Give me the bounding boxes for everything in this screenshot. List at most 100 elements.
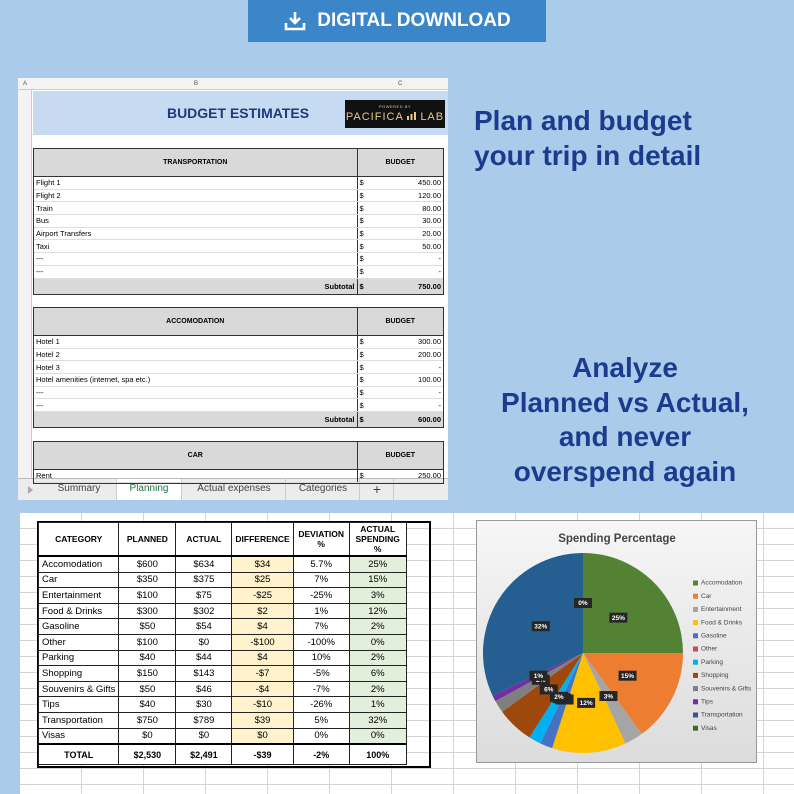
chart-title: Spending Percentage <box>558 533 676 545</box>
amount-cell: 120.00 <box>377 189 443 203</box>
legend-label: Souvenirs & Gifts <box>701 685 752 692</box>
sheet-tab[interactable]: + <box>361 479 394 500</box>
legend-swatch <box>693 633 698 639</box>
data-label: 2% <box>554 694 564 701</box>
category-row: Car $350 $375 $25 7% 15% <box>37 571 407 589</box>
budget-row: --- $ - <box>34 386 443 400</box>
data-label: 1% <box>534 673 544 680</box>
legend-swatch <box>693 712 698 718</box>
table-cell: Transportation <box>37 711 120 729</box>
header-cell: CATEGORY <box>37 522 120 557</box>
currency-cell: $ <box>356 398 377 413</box>
headline-line: overspend again <box>513 455 737 487</box>
legend-swatch <box>693 646 698 652</box>
summary-table: CATEGORY PLANNED ACTUAL DIFFERENCE DEVIATION… <box>37 522 407 766</box>
table-cell: $75 <box>175 587 233 604</box>
table-cell: $302 <box>175 602 233 620</box>
headline: Plan and budget your trip in detail <box>474 104 701 173</box>
table-cell: -$10 <box>231 696 294 713</box>
table-cell: -5% <box>292 665 350 682</box>
budget-row: Airport Transfers $20.00 <box>34 227 443 241</box>
tab-scroll[interactable] <box>26 485 34 495</box>
subtotal-label: Subtotal <box>34 411 358 428</box>
column-label: B <box>194 81 199 87</box>
header-cell: BUDGET <box>357 149 443 177</box>
data-label: 25% <box>612 615 625 622</box>
data-label: 32% <box>534 623 547 630</box>
headline-line: and never <box>558 421 692 452</box>
sheet-tab[interactable]: Planning <box>117 479 182 500</box>
planning-sheet: A B C BUDGET ESTIMATES POWERED BY PACIFI… <box>18 78 448 500</box>
legend-swatch <box>693 593 698 599</box>
table-cell: $0 <box>231 727 294 745</box>
header-cell: TRANSPORTATION <box>34 149 358 177</box>
item-cell: Flight 1 <box>34 176 357 190</box>
total-cell: $2,491 <box>175 743 233 766</box>
legend-label: Food & Drinks <box>701 619 743 626</box>
sheet-tab[interactable]: Actual expenses <box>183 479 286 500</box>
table-cell: 2% <box>348 649 407 667</box>
column-header: A B C <box>18 78 448 90</box>
header-cell: BUDGET <box>357 308 443 336</box>
data-label: 12% <box>580 700 593 707</box>
table-cell: $143 <box>175 665 233 682</box>
currency-cell: $ <box>356 239 377 254</box>
headline-line: Analyze <box>572 352 678 383</box>
table-cell: 7% <box>292 571 350 589</box>
amount-cell: 80.00 <box>377 201 443 216</box>
table-cell: -$7 <box>231 665 294 682</box>
header-cell: PLANNED <box>118 522 177 557</box>
budget-row: Bus $30.00 <box>34 214 443 228</box>
table-cell: -7% <box>292 680 350 698</box>
table-cell: $300 <box>118 602 177 620</box>
total-cell: 100% <box>348 743 407 766</box>
download-icon <box>284 12 306 31</box>
table-cell: -$25 <box>231 587 294 604</box>
currency-cell: $ <box>356 201 377 216</box>
legend-label: Parking <box>701 659 723 666</box>
category-row: Gasoline $50 $54 $4 7% 2% <box>37 618 407 635</box>
item-cell: --- <box>34 398 357 413</box>
category-row: Other $100 $0 -$100 -100% 0% <box>37 633 407 651</box>
table-cell: $39 <box>231 711 294 729</box>
table-cell: Visas <box>37 727 120 745</box>
item-cell: --- <box>34 386 357 400</box>
header-row: CATEGORY PLANNED ACTUAL DIFFERENCE DEVIATION… <box>37 522 407 557</box>
table-cell: 0% <box>348 727 407 745</box>
legend-swatch <box>693 659 698 665</box>
logo-word: PACIFICA <box>345 111 404 123</box>
legend-swatch <box>693 606 698 612</box>
table-cell: 0% <box>292 727 350 745</box>
budget-row: Taxi $50.00 <box>34 239 443 254</box>
amount-cell: 250.00 <box>377 469 443 483</box>
total-cell: TOTAL <box>37 743 120 766</box>
table-cell: $750 <box>118 711 177 729</box>
sheet-tab[interactable]: Categories <box>287 479 360 500</box>
amount-cell: - <box>377 398 443 413</box>
currency-cell: $ <box>356 265 377 279</box>
header-cell: DEVIATION % <box>292 522 350 557</box>
section-header: ACCOMODATION BUDGET <box>34 308 443 336</box>
item-cell: Rent <box>34 469 357 483</box>
table-cell: 10% <box>292 649 350 667</box>
table-cell: $0 <box>118 727 177 745</box>
logo-name: PACIFICA LAB <box>345 111 445 123</box>
sheet-title: BUDGET ESTIMATES <box>166 105 310 121</box>
budget-row: --- $ - <box>34 398 443 413</box>
sheet-tab[interactable]: Summary <box>42 479 117 500</box>
label-box <box>599 691 618 702</box>
label-box <box>618 670 637 681</box>
budget-row: Hotel amenities (internet, spa etc.) $100… <box>34 373 443 387</box>
currency-cell: $ <box>356 252 377 266</box>
budget-row: Hotel 3 $ - <box>34 360 443 375</box>
amount-cell: 200.00 <box>377 348 443 362</box>
item-cell: --- <box>34 252 357 266</box>
table-cell: $40 <box>118 649 177 667</box>
budget-row: Rent $250.00 <box>34 469 443 483</box>
legend-label: Other <box>701 646 718 653</box>
subtotal-row: Subtotal $600.00 <box>34 411 443 428</box>
label-box <box>529 670 548 681</box>
category-row: Visas $0 $0 $0 0% 0% <box>37 727 407 745</box>
item-cell: Hotel amenities (internet, spa etc.) <box>34 373 357 387</box>
table-cell: $34 <box>231 555 294 573</box>
